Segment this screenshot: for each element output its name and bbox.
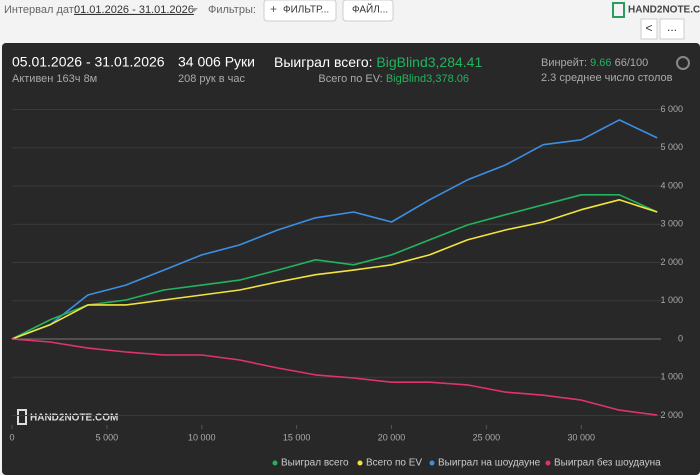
hands-rate: 208 рук в час xyxy=(178,73,246,85)
ev-value: BigBlind3,378.06 xyxy=(386,73,469,85)
dropdown-arrow[interactable] xyxy=(190,8,198,12)
y-tick-label: 2 000 xyxy=(660,257,683,267)
series-line xyxy=(11,199,658,340)
y-tick-label: 1 000 xyxy=(660,295,683,305)
ev-total: Всего по EV: BigBlind3,378.06 xyxy=(318,73,469,85)
x-tick-label: 30 000 xyxy=(568,432,596,442)
filter-button-label: ФИЛЬТР... xyxy=(283,5,329,16)
legend-swatch xyxy=(429,460,435,466)
x-tick-label: 0 xyxy=(9,432,14,442)
legend-label: Всего по EV xyxy=(366,458,422,469)
y-tick-label: 5 000 xyxy=(660,142,683,152)
active-time: Активен 163ч 8м xyxy=(12,73,97,85)
period: 05.01.2026 - 31.01.2026 xyxy=(12,54,165,70)
winrate: Винрейт: 9.66 66/100 xyxy=(541,57,648,69)
won-total: Выиграл всего: BigBlind3,284.41 xyxy=(274,54,482,70)
plot: 2 000 1 000 0 1 000 2 000 3 000 4 000 5 000 6 00… xyxy=(9,104,683,469)
watermark-icon xyxy=(17,409,27,425)
nav-more-label: ... xyxy=(667,20,677,34)
file-button-label: ФАЙЛ... xyxy=(352,3,388,16)
y-tick-label: 4 000 xyxy=(660,180,683,190)
nav-more-button[interactable] xyxy=(659,18,685,40)
y-tick-label: 6 000 xyxy=(660,104,683,114)
x-tick-label: 25 000 xyxy=(473,432,501,442)
legend-label: Выиграл без шоудауна xyxy=(554,457,661,469)
plus-icon: + xyxy=(270,2,277,16)
x-tick-label: 10 000 xyxy=(188,432,216,442)
nav-back-button[interactable] xyxy=(640,18,658,40)
won-value: BigBlind3,284.41 xyxy=(376,54,482,70)
series-line xyxy=(11,338,658,416)
legend-swatch xyxy=(272,460,278,466)
watermark: HAND2NOTE.COM xyxy=(30,413,118,424)
ev-label: Всего по EV: xyxy=(318,73,382,85)
y-tick-label: 1 000 xyxy=(660,372,683,382)
x-tick-label: 5 000 xyxy=(96,432,119,442)
filter-button[interactable] xyxy=(263,0,337,22)
tables: 2.3 среднее число столов xyxy=(541,72,673,84)
nav-back-label: < xyxy=(645,21,652,35)
series-line xyxy=(11,194,658,340)
legend-swatch xyxy=(545,460,551,466)
won-label: Выиграл всего: xyxy=(274,54,373,70)
file-button[interactable] xyxy=(342,0,394,22)
x-tick-label: 20 000 xyxy=(378,432,406,442)
date-range[interactable]: 01.01.2026 - 31.01.2026 xyxy=(74,4,194,16)
legend-label: Выиграл на шоудауне xyxy=(438,458,541,469)
y-tick-label: 2 000 xyxy=(660,410,683,420)
series-line xyxy=(11,119,658,340)
filters-label: Фильтры: xyxy=(208,4,256,16)
x-tick-label: 15 000 xyxy=(283,432,311,442)
winrate-hands: 66/100 xyxy=(615,57,649,69)
legend-label: Выиграл всего xyxy=(281,458,349,469)
logo-icon xyxy=(612,2,625,18)
date-label: Интервал дат: xyxy=(4,4,77,16)
panel xyxy=(2,43,700,475)
winrate-value: 9.66 xyxy=(590,57,611,69)
hands: 34 006 Руки xyxy=(178,54,255,70)
y-tick-label: 0 xyxy=(678,333,683,343)
legend-swatch xyxy=(357,460,363,466)
logo: HAND2NOTE.COM xyxy=(628,5,700,16)
settings-icon[interactable] xyxy=(676,56,690,70)
y-tick-label: 3 000 xyxy=(660,219,683,229)
winrate-label: Винрейт: xyxy=(541,57,587,69)
